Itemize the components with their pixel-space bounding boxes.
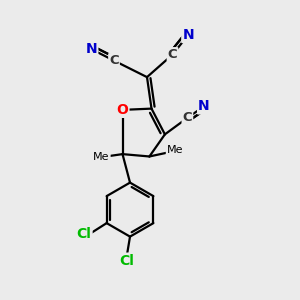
Text: N: N <box>86 42 97 56</box>
Text: Cl: Cl <box>77 226 92 241</box>
Text: Cl: Cl <box>120 254 134 268</box>
Text: C: C <box>183 111 192 124</box>
Text: Me: Me <box>167 146 183 155</box>
Text: C: C <box>168 48 177 61</box>
Text: O: O <box>117 103 128 117</box>
Text: Me: Me <box>93 152 110 162</box>
Text: C: C <box>109 54 119 67</box>
Text: N: N <box>182 28 194 42</box>
Text: N: N <box>198 100 210 113</box>
